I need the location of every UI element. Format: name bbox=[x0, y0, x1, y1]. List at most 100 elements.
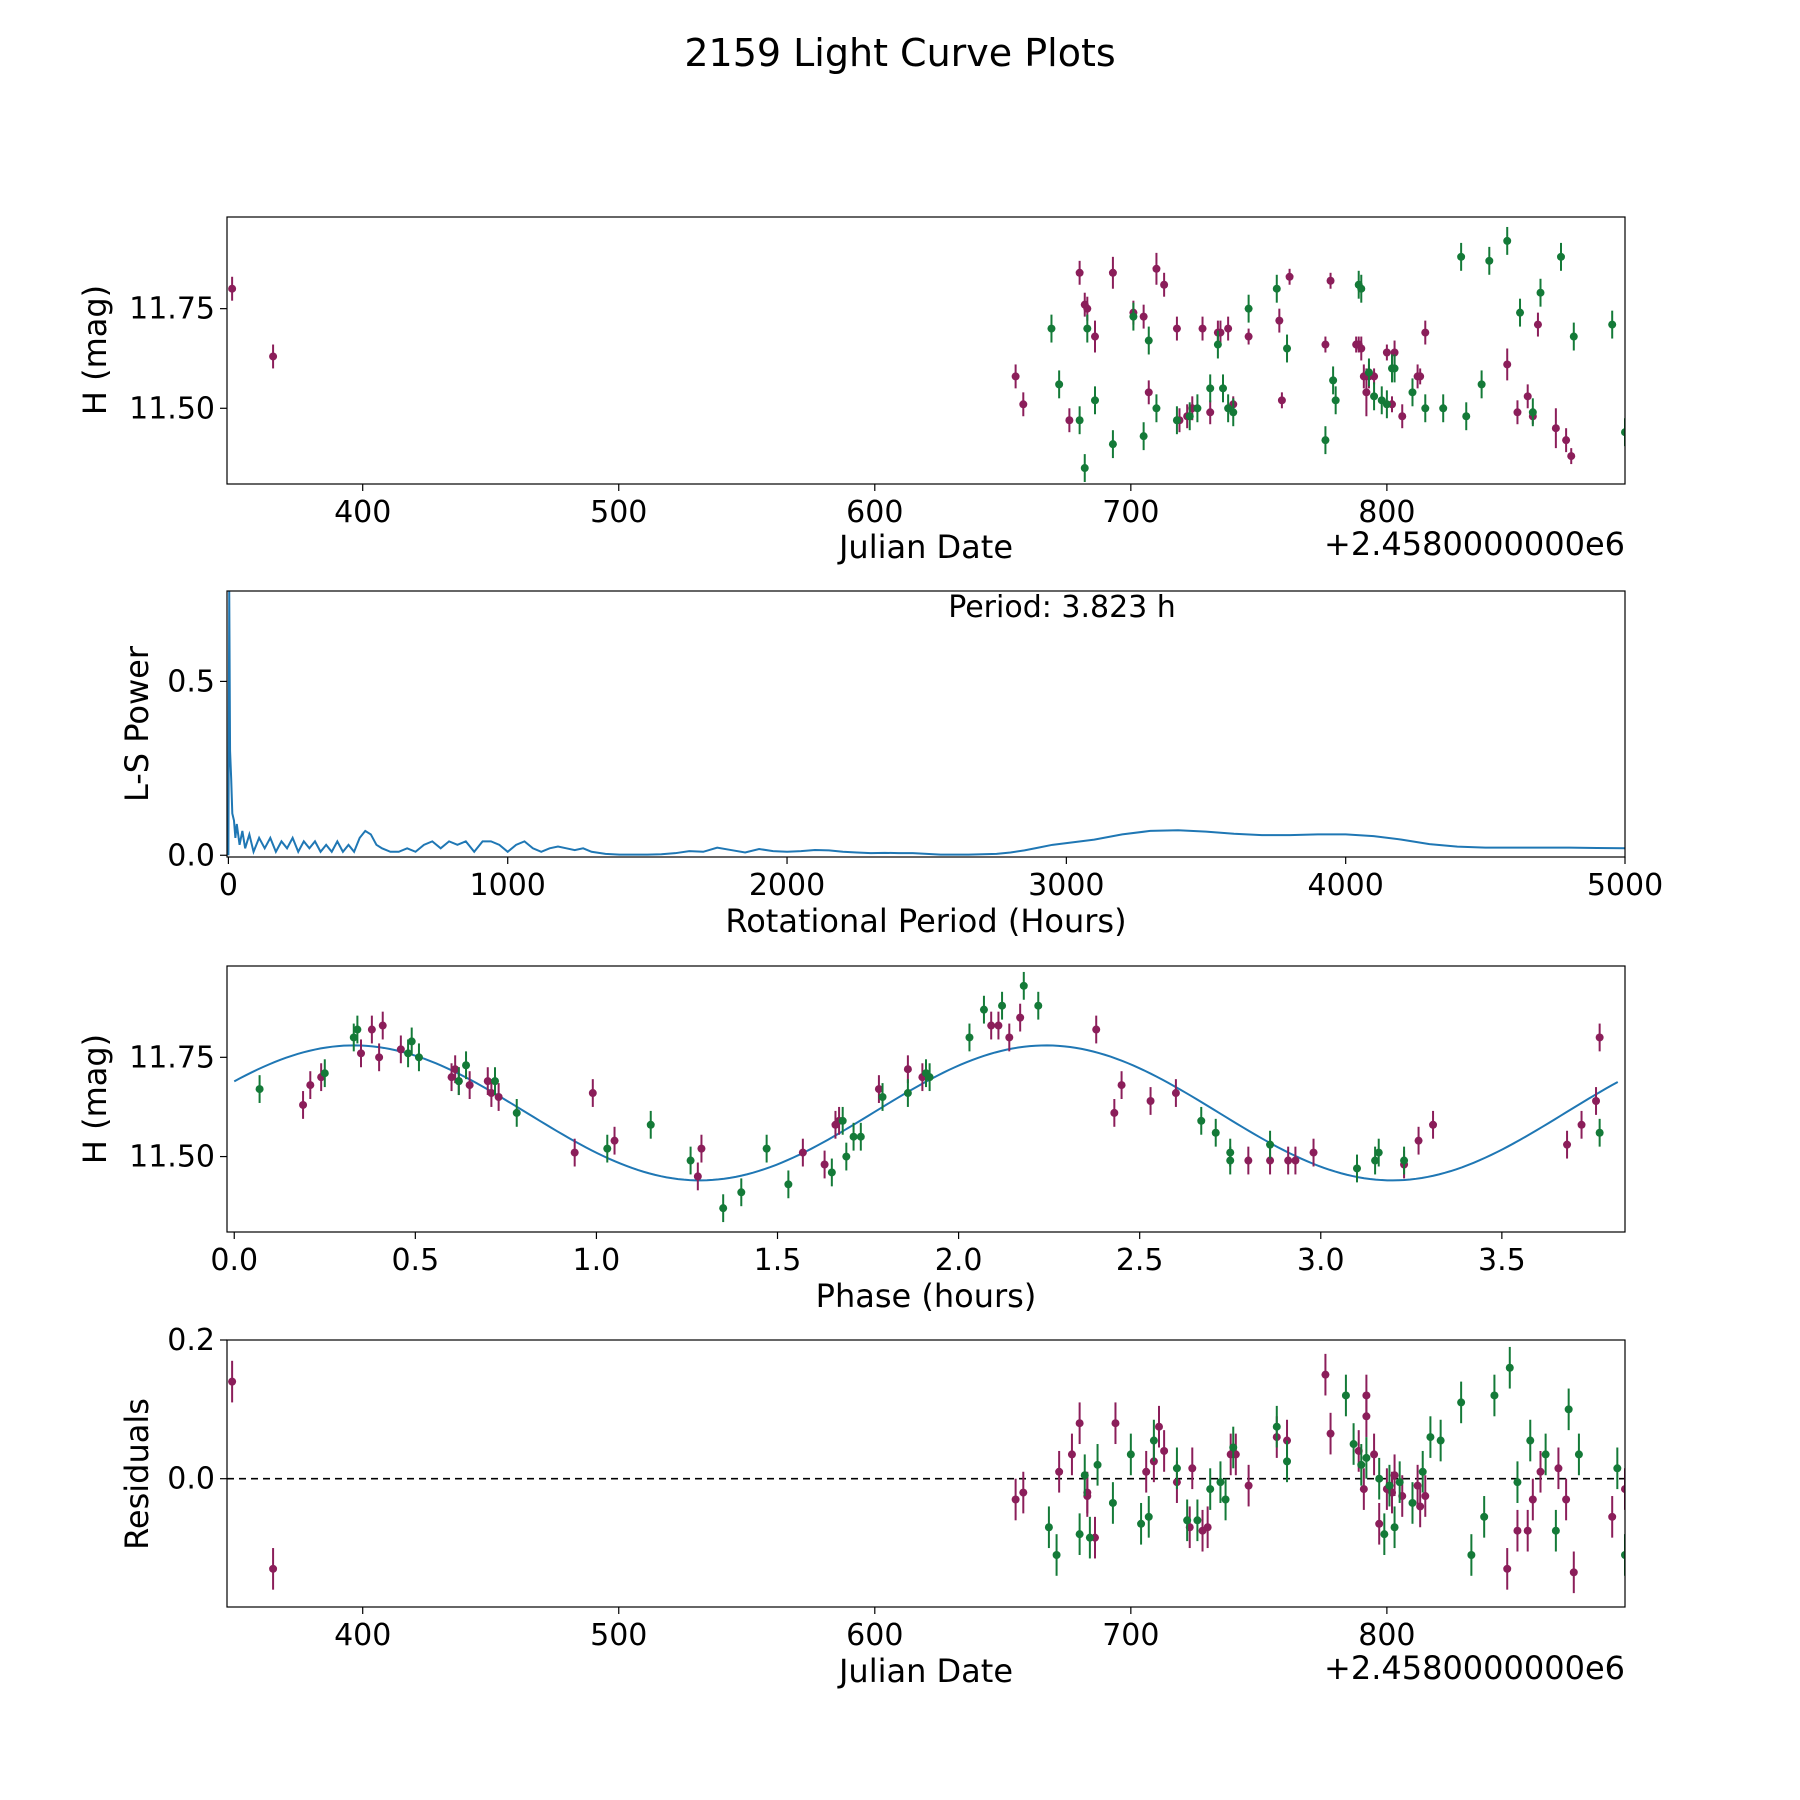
phased-point-r bbox=[494, 1093, 503, 1102]
periodogram-ytick-label: 0.0 bbox=[167, 838, 215, 873]
phased-ticks: 0.0 0.5 1.0 1.5 2.0 2.5 3.0 3.5 11.50 11.75 bbox=[129, 1040, 1526, 1278]
lightcurve-point-r bbox=[1382, 348, 1391, 357]
phased-point-r bbox=[357, 1049, 366, 1058]
phased-point-g bbox=[1226, 1148, 1235, 1157]
phased-xlabel: Phase (hours) bbox=[816, 1277, 1037, 1315]
phased-point-g bbox=[646, 1120, 655, 1129]
lightcurve-point-g bbox=[1047, 324, 1056, 333]
phased-point-g bbox=[719, 1204, 728, 1213]
phased-point-g bbox=[1374, 1148, 1383, 1157]
residuals-point-r bbox=[1562, 1495, 1571, 1504]
residuals-point-r bbox=[1523, 1526, 1532, 1535]
phased-point-g bbox=[255, 1085, 264, 1094]
lightcurve-point-r bbox=[1172, 324, 1181, 333]
residuals-point-r bbox=[269, 1564, 278, 1573]
lightcurve-frame bbox=[226, 216, 1626, 485]
lightcurve-point-g bbox=[1364, 368, 1373, 377]
phased-ytick-label: 11.75 bbox=[129, 1040, 215, 1075]
lightcurve-point-g bbox=[1193, 404, 1202, 413]
residuals-point-g bbox=[1574, 1450, 1583, 1459]
phased-point-r bbox=[693, 1172, 702, 1181]
phased-point-g bbox=[320, 1069, 329, 1078]
periodogram-xtick-label: 2000 bbox=[749, 868, 825, 903]
lightcurve-point-r bbox=[1398, 412, 1407, 421]
phased-point-r bbox=[1117, 1081, 1126, 1090]
residuals-point-r bbox=[1621, 1485, 1625, 1494]
lightcurve-point-g bbox=[1144, 336, 1153, 345]
period-annotation: Period: 3.823 h bbox=[948, 590, 1176, 625]
lightcurve-point-g bbox=[1556, 252, 1565, 261]
phased-point-g bbox=[1400, 1156, 1409, 1165]
lightcurve-point-g bbox=[1516, 308, 1525, 317]
lightcurve-point-g bbox=[1185, 412, 1194, 421]
lightcurve-point-g bbox=[1528, 408, 1537, 417]
residuals-point-g bbox=[1541, 1450, 1550, 1459]
lightcurve-point-g bbox=[1370, 392, 1379, 401]
phased-point-r bbox=[451, 1065, 460, 1074]
phased-point-r bbox=[1429, 1120, 1438, 1129]
lightcurve-point-r bbox=[1011, 372, 1020, 381]
residuals-point-r bbox=[1160, 1446, 1169, 1455]
lightcurve-xtick-label: 400 bbox=[334, 495, 391, 530]
residuals-point-g bbox=[1075, 1530, 1084, 1539]
lightcurve-point-g bbox=[1569, 332, 1578, 341]
lightcurve-point-r bbox=[1503, 360, 1512, 369]
residuals-point-r bbox=[1370, 1450, 1379, 1459]
residuals-point-g bbox=[1221, 1495, 1230, 1504]
residuals-point-r bbox=[1359, 1485, 1368, 1494]
residuals-point-g bbox=[1526, 1436, 1535, 1445]
residuals-point-r bbox=[1326, 1429, 1335, 1438]
residuals-point-r bbox=[1608, 1512, 1617, 1521]
phased-point-g bbox=[856, 1132, 865, 1141]
residuals-point-g bbox=[1229, 1443, 1238, 1452]
residuals-point-g bbox=[1375, 1474, 1384, 1483]
periodogram-line bbox=[227, 591, 1625, 856]
lightcurve-xtick-label: 800 bbox=[1358, 495, 1415, 530]
phased-point-r bbox=[1146, 1096, 1155, 1105]
phased-point-r bbox=[396, 1045, 405, 1054]
lightcurve-point-g bbox=[1421, 404, 1430, 413]
residuals-point-g bbox=[1426, 1433, 1435, 1442]
phased-point-r bbox=[306, 1081, 315, 1090]
phased-point-g bbox=[1371, 1156, 1380, 1165]
residuals-point-r bbox=[1111, 1419, 1120, 1428]
phased-point-g bbox=[1266, 1140, 1275, 1149]
residuals-ylabel: Residuals bbox=[118, 1398, 156, 1550]
residuals-point-g bbox=[1385, 1481, 1394, 1490]
residuals-point-g bbox=[1418, 1467, 1427, 1476]
phased-point-r bbox=[1244, 1156, 1253, 1165]
lightcurve-marks bbox=[228, 226, 1625, 483]
phased-point-r bbox=[1309, 1148, 1318, 1157]
phased-point-r bbox=[375, 1053, 384, 1062]
phased-point-g bbox=[998, 1001, 1007, 1010]
residuals-ytick-label: 0.0 bbox=[167, 1462, 215, 1497]
lightcurve-point-g bbox=[1075, 416, 1084, 425]
lightcurve-point-r bbox=[1090, 332, 1099, 341]
periodogram-ytick-label: 0.5 bbox=[167, 664, 215, 699]
phased-point-r bbox=[903, 1065, 912, 1074]
lightcurve-point-g bbox=[1206, 384, 1215, 393]
residuals-point-g bbox=[1108, 1498, 1117, 1507]
lightcurve-point-r bbox=[1416, 372, 1425, 381]
residuals-point-g bbox=[1080, 1471, 1089, 1480]
periodogram-xtick-label: 1000 bbox=[470, 868, 546, 903]
phased-xtick-label: 1.0 bbox=[573, 1243, 621, 1278]
residuals-point-g bbox=[1551, 1526, 1560, 1535]
lightcurve-xlabel: Julian Date bbox=[837, 528, 1013, 566]
phased-point-g bbox=[784, 1180, 793, 1189]
periodogram-xtick-label: 4000 bbox=[1307, 868, 1383, 903]
residuals-point-g bbox=[1126, 1450, 1135, 1459]
lightcurve-point-r bbox=[1277, 396, 1286, 405]
phased-point-g bbox=[603, 1144, 612, 1153]
phased-point-r bbox=[487, 1089, 496, 1098]
residuals-point-g bbox=[1357, 1460, 1366, 1469]
residuals-frame bbox=[226, 1339, 1626, 1608]
residuals-point-g bbox=[1172, 1464, 1181, 1473]
phased-plot-area bbox=[233, 971, 1619, 1223]
phased-point-g bbox=[827, 1168, 836, 1177]
residuals-point-g bbox=[1052, 1550, 1061, 1559]
residuals-point-g bbox=[1349, 1440, 1358, 1449]
phased-point-r bbox=[378, 1021, 387, 1030]
phased-point-g bbox=[404, 1049, 413, 1058]
lightcurve-xtick-label: 500 bbox=[590, 495, 647, 530]
